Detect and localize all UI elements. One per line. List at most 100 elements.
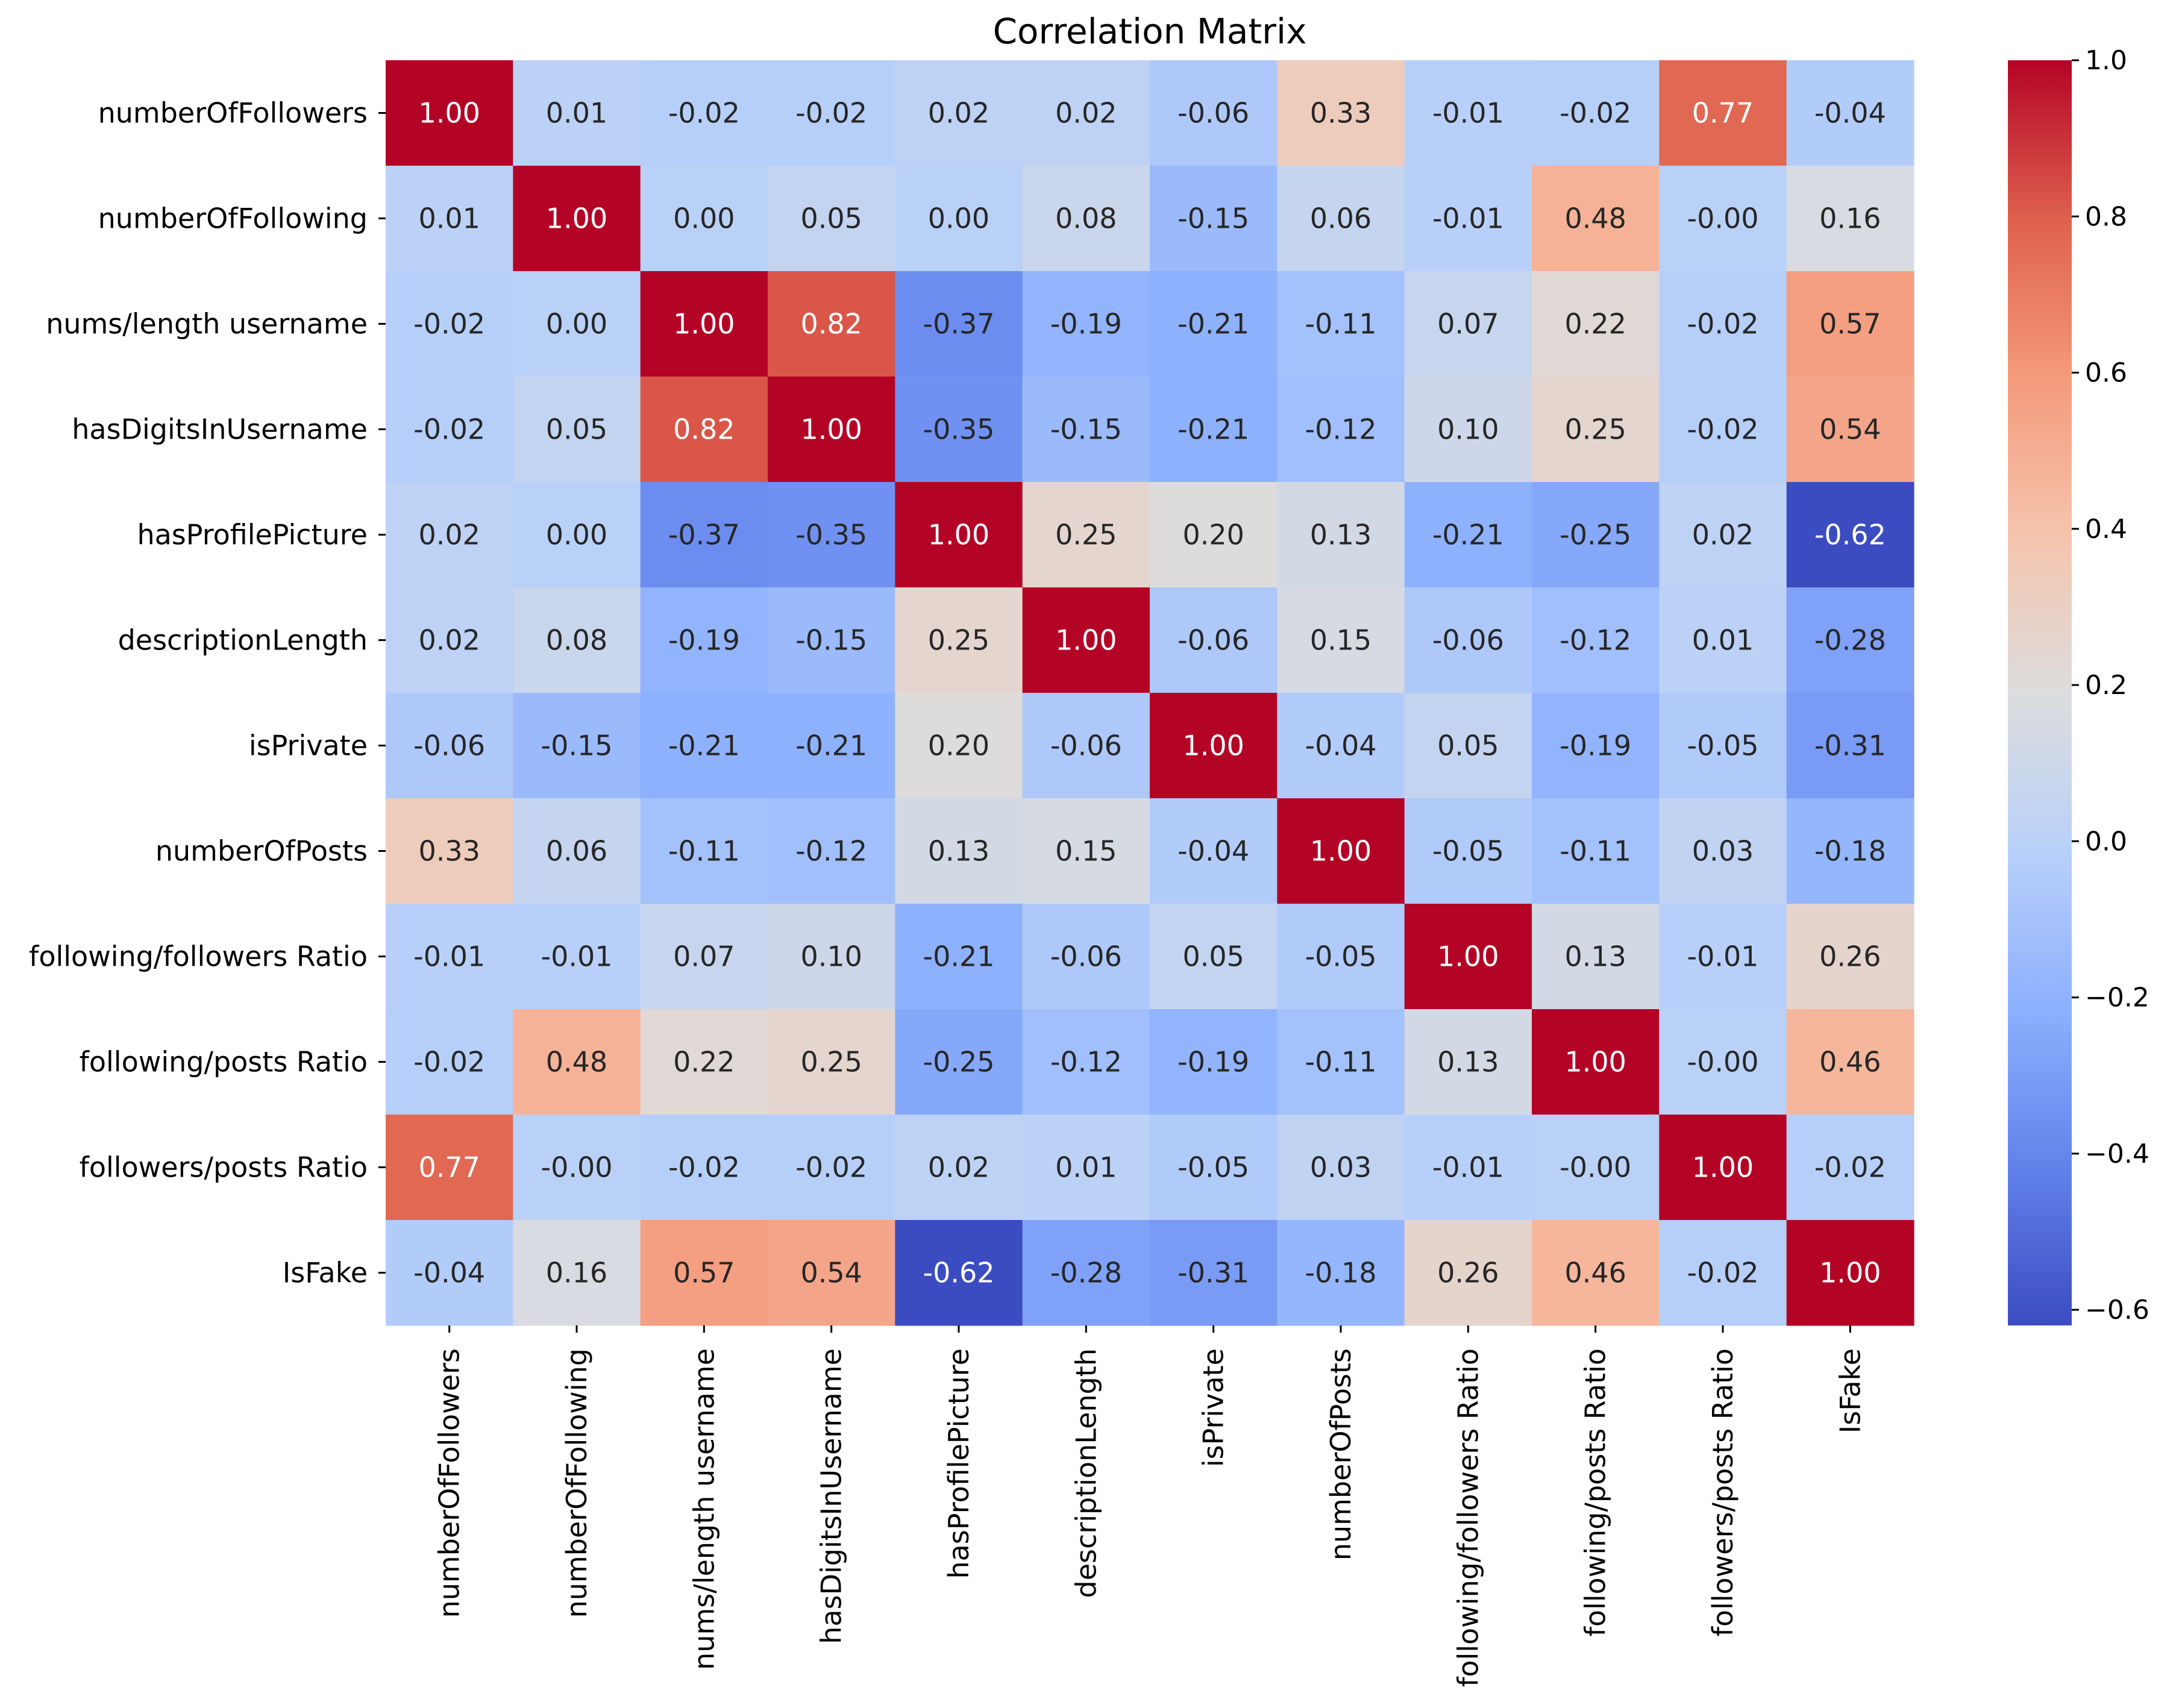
heatmap-cell — [768, 166, 895, 272]
cell-value-label: 0.00 — [546, 519, 607, 551]
cell-value-label: -0.02 — [795, 1151, 867, 1184]
cell-value-label: 0.02 — [418, 624, 480, 657]
cell-value-label: -0.15 — [1177, 202, 1249, 235]
cell-value-label: -0.05 — [1305, 940, 1376, 973]
column-labels: numberOfFollowers numberOfFollowing nums/l… — [433, 1325, 1866, 1687]
cell-value-label: -0.37 — [923, 308, 994, 340]
heatmap-cell — [1786, 166, 1914, 272]
heatmap-cell — [513, 1220, 641, 1326]
cell-value-label: 0.02 — [1055, 97, 1117, 130]
cell-value-label: -0.02 — [413, 308, 485, 340]
heatmap-cell — [513, 587, 641, 693]
cell-value-label: -0.00 — [1687, 1046, 1758, 1078]
heatmap-cell — [895, 271, 1023, 377]
cell-value-label: -0.19 — [668, 624, 740, 657]
heatmap-cell — [1277, 693, 1405, 799]
heatmap-cell — [640, 271, 768, 377]
cell-value-label: 0.08 — [546, 624, 607, 657]
cell-value-label: -0.18 — [1814, 835, 1886, 868]
heatmap-cell — [1659, 482, 1787, 588]
cell-value-label: 0.33 — [1310, 97, 1372, 130]
heatmap-cell — [768, 377, 895, 483]
cell-value-label: -0.21 — [1432, 519, 1504, 551]
heatmap-cell — [768, 1009, 895, 1115]
heatmap-cell — [386, 1115, 513, 1221]
cell-value-label: -0.18 — [1305, 1257, 1376, 1289]
heatmap-cell — [768, 1115, 895, 1221]
cell-value-label: 0.26 — [1437, 1257, 1499, 1289]
chart-title: Correlation Matrix — [993, 11, 1307, 52]
heatmap-cell — [1786, 693, 1914, 799]
cell-value-label: -0.21 — [1177, 308, 1249, 340]
cell-value-label: -0.06 — [1050, 730, 1122, 762]
colorbar-tick-label: −0.2 — [2085, 983, 2149, 1013]
heatmap-cell — [386, 904, 513, 1010]
heatmap-cell — [1786, 377, 1914, 483]
heatmap-cell — [895, 904, 1023, 1010]
heatmap-cell — [640, 166, 768, 272]
heatmap-cell — [640, 587, 768, 693]
cell-value-label: -0.02 — [413, 413, 485, 446]
y-tick-label: numberOfPosts — [155, 835, 368, 868]
heatmap-cell — [1404, 587, 1532, 693]
heatmap-cell — [1022, 693, 1150, 799]
heatmap-cell — [1659, 904, 1787, 1010]
cell-value-label: 0.13 — [1310, 519, 1372, 551]
cell-value-label: 0.57 — [673, 1257, 735, 1289]
cell-value-label: 0.03 — [1692, 835, 1754, 868]
heatmap-cell — [640, 798, 768, 904]
heatmap-cell — [1659, 798, 1787, 904]
y-tick-label: hasDigitsInUsername — [72, 413, 368, 446]
heatmap-cell — [1786, 271, 1914, 377]
cell-value-label: -0.06 — [1432, 624, 1504, 657]
cell-value-label: -0.15 — [1050, 413, 1122, 446]
heatmap-cell — [1532, 166, 1660, 272]
y-tick-label: descriptionLength — [118, 624, 368, 657]
cell-value-label: 0.15 — [1055, 835, 1117, 868]
cell-value-label: 0.06 — [546, 835, 607, 868]
colorbar-tick-label: −0.4 — [2085, 1139, 2149, 1169]
cell-value-label: -0.06 — [1177, 97, 1249, 130]
heatmap-cell — [1022, 482, 1150, 588]
heatmap-cell — [1404, 1115, 1532, 1221]
heatmap-cell — [1404, 1009, 1532, 1115]
heatmap-cell — [1532, 1009, 1660, 1115]
heatmap-cell — [386, 798, 513, 904]
cell-value-label: 0.54 — [1819, 413, 1881, 446]
cell-value-label: -0.02 — [413, 1046, 485, 1078]
cell-value-label: 1.00 — [1437, 940, 1499, 973]
heatmap-cell — [513, 1115, 641, 1221]
cell-value-label: -0.62 — [1814, 519, 1886, 551]
heatmap-cell — [1150, 482, 1278, 588]
heatmap-cell — [1150, 587, 1278, 693]
cell-value-label: -0.06 — [1177, 624, 1249, 657]
x-tick-label: numberOfFollowing — [560, 1348, 593, 1618]
heatmap-cell — [1659, 377, 1787, 483]
cell-value-label: 0.57 — [1819, 308, 1881, 340]
cell-value-label: -0.28 — [1050, 1257, 1122, 1289]
cell-value-label: 0.03 — [1310, 1151, 1372, 1184]
cell-value-label: 0.46 — [1564, 1257, 1626, 1289]
cell-value-label: -0.04 — [413, 1257, 485, 1289]
heatmap-cell — [895, 693, 1023, 799]
cell-value-label: -0.05 — [1177, 1151, 1249, 1184]
heatmap-cell — [1150, 1009, 1278, 1115]
cell-value-label: 0.25 — [800, 1046, 862, 1078]
cell-value-label: 1.00 — [928, 519, 989, 551]
heatmap-cell — [1786, 482, 1914, 588]
heatmap-cell — [640, 377, 768, 483]
cell-value-label: 0.15 — [1310, 624, 1372, 657]
heatmap-cell — [1277, 1009, 1405, 1115]
cell-value-label: 0.25 — [1564, 413, 1626, 446]
heatmap-cell — [1277, 1115, 1405, 1221]
colorbar-tick-label: 0.2 — [2085, 670, 2127, 701]
cell-value-label: 0.05 — [1182, 940, 1244, 973]
cell-value-label: 0.05 — [546, 413, 607, 446]
cell-value-label: -0.31 — [1814, 730, 1886, 762]
heatmap-cell — [1786, 1009, 1914, 1115]
cell-value-label: 1.00 — [1819, 1257, 1881, 1289]
heatmap-cell — [640, 1115, 768, 1221]
y-tick-label: hasProfilePicture — [137, 519, 368, 551]
cell-value-label: -0.02 — [1687, 1257, 1758, 1289]
heatmap-cell — [1404, 166, 1532, 272]
